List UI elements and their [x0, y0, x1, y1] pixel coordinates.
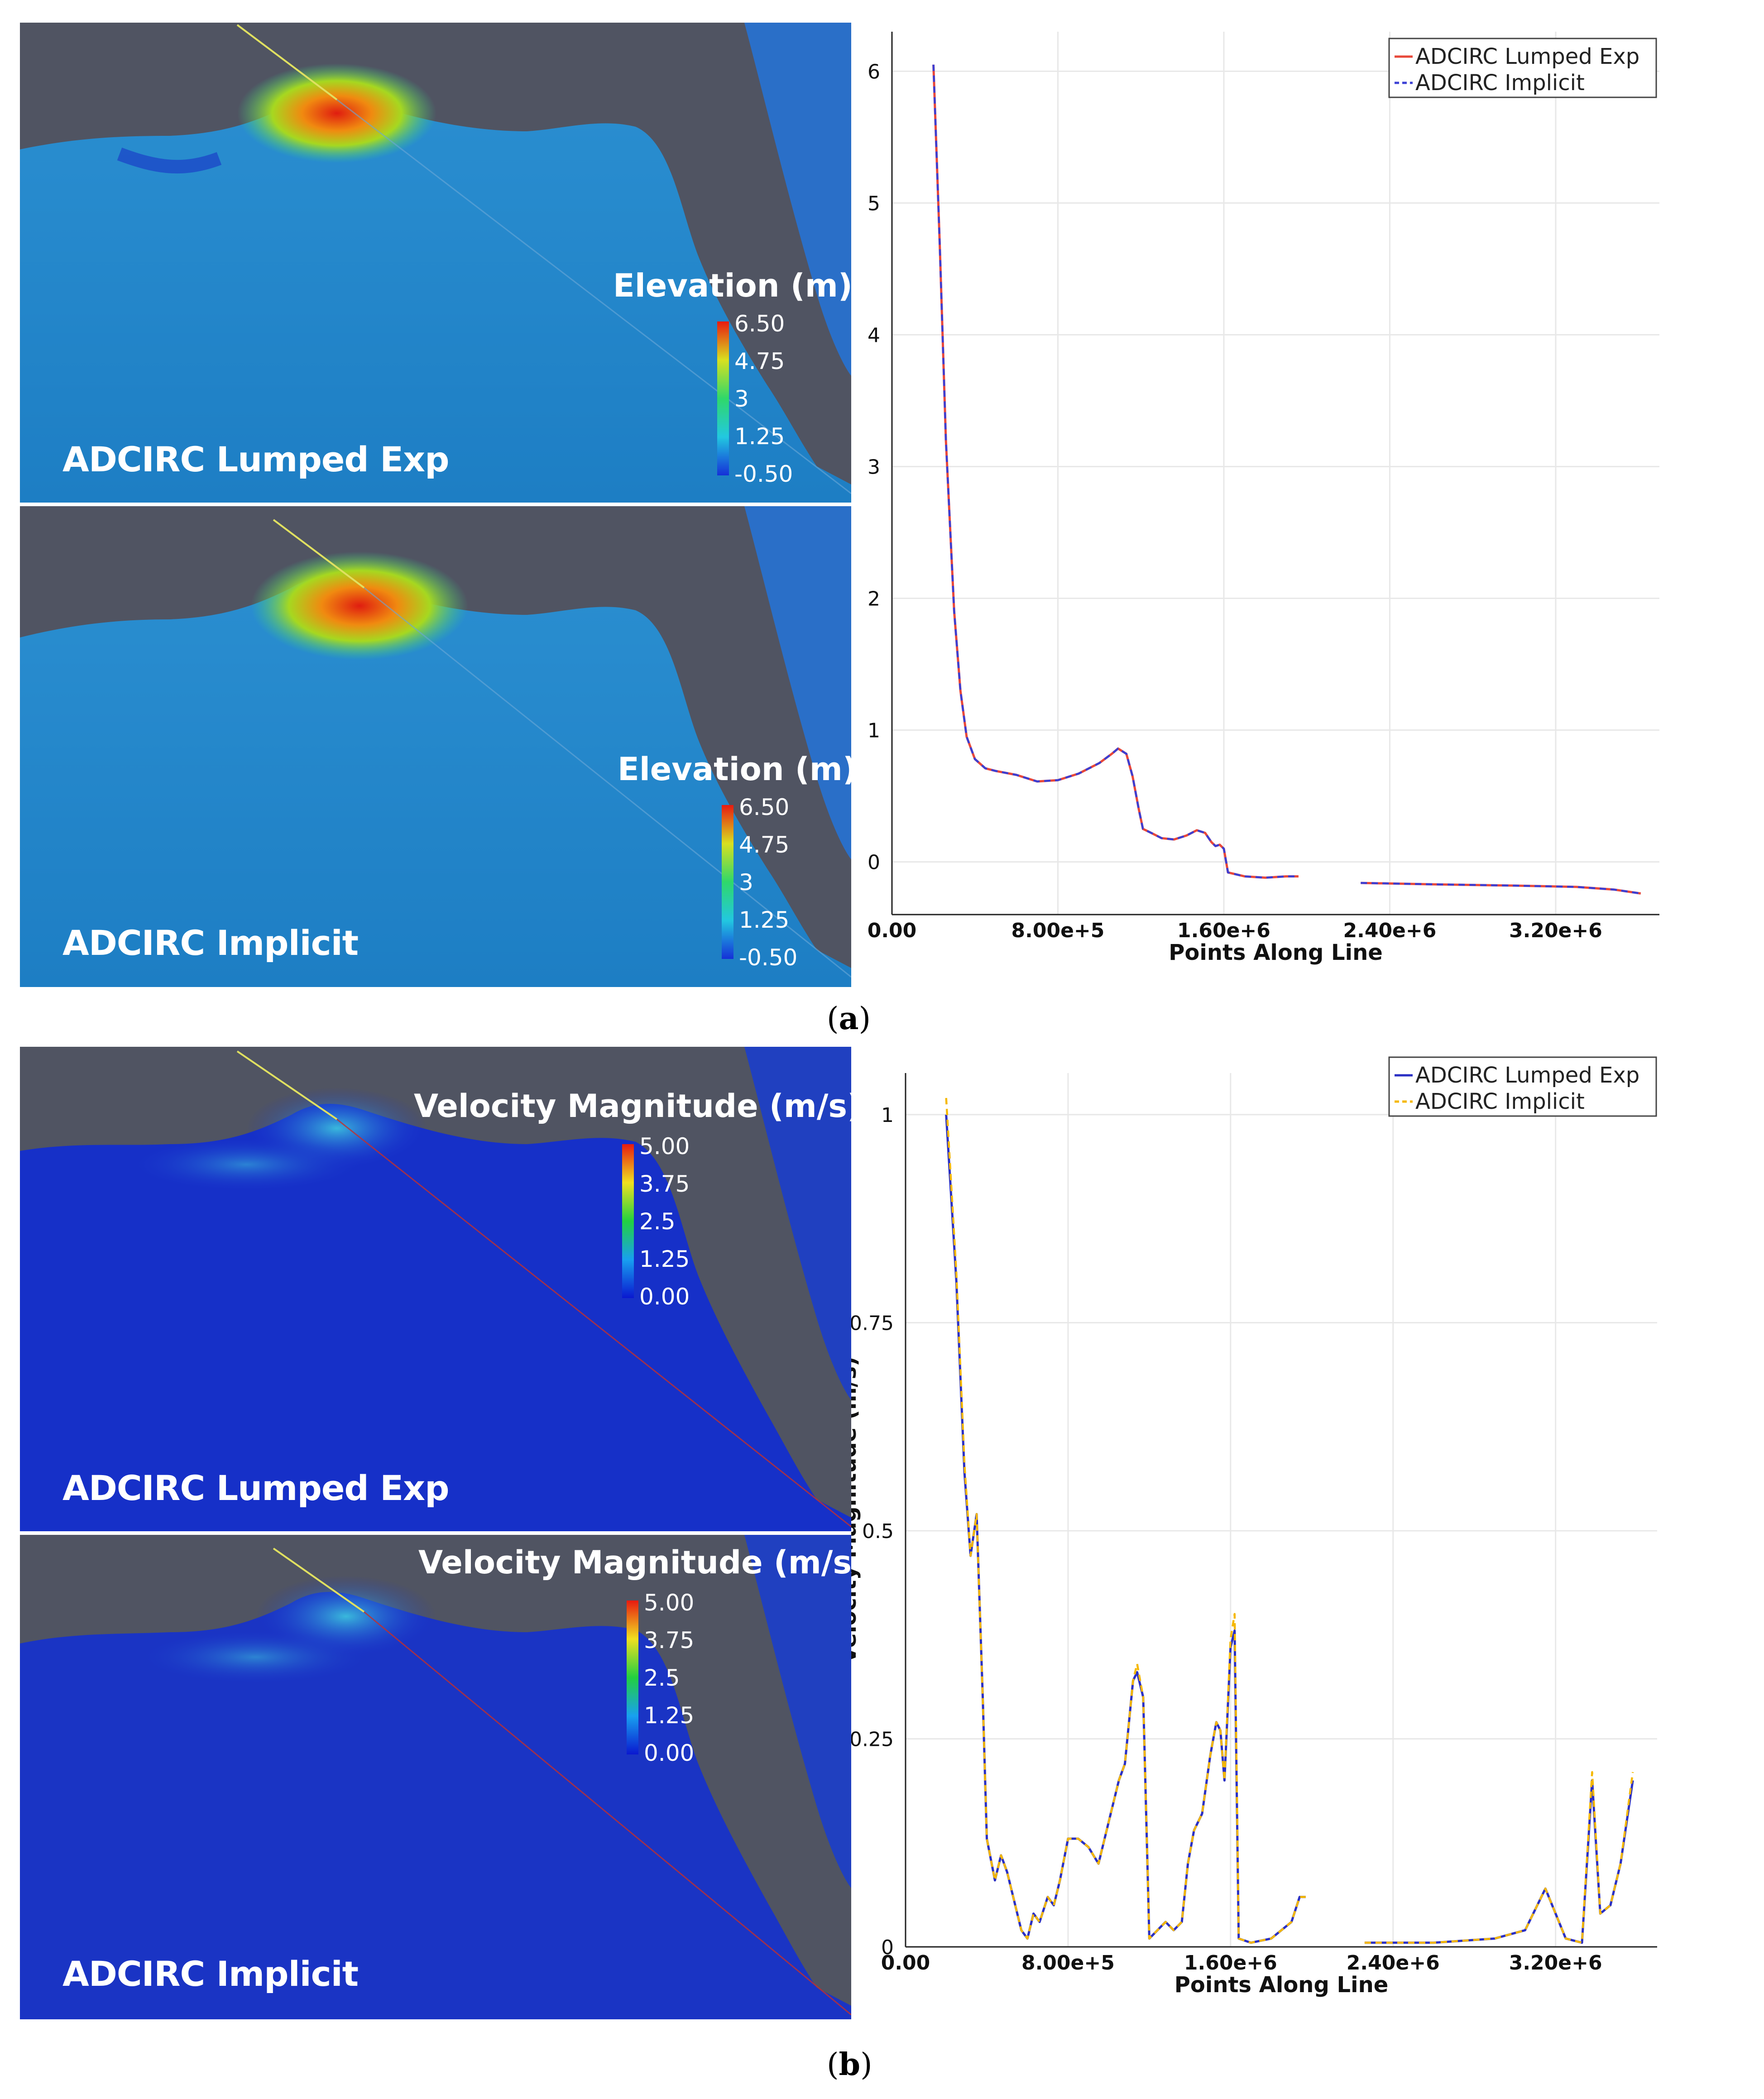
- colorbar-title: Elevation (m): [613, 267, 851, 304]
- legend-box: [1388, 1056, 1657, 1117]
- series-line-lumped-exp: [932, 64, 1299, 879]
- elevation-map-implicit: ADCIRC Implicit Elevation (m) 6.50 4.75 …: [20, 506, 851, 987]
- colorbar-tick: 6.50: [739, 794, 790, 820]
- caption-b-letter: b: [839, 2046, 861, 2083]
- colorbar-tick: -0.50: [739, 944, 798, 971]
- legend-label: ADCIRC Lumped Exp: [1415, 44, 1639, 69]
- velocity-colorbar: [627, 1601, 638, 1754]
- velocity-colorbar: [622, 1144, 634, 1298]
- caption-a: (a): [827, 1001, 871, 1037]
- x-tick-label: 3.20e+6: [1509, 919, 1602, 942]
- y-tick-label: 6: [868, 60, 880, 83]
- series-line-lumped-exp: [1361, 882, 1641, 895]
- velocity-map-lumped: ADCIRC Lumped Exp Velocity Magnitude (m/…: [20, 1047, 851, 1531]
- colorbar-tick: 1.25: [644, 1702, 695, 1729]
- legend-label: ADCIRC Implicit: [1415, 70, 1585, 96]
- legend-label: ADCIRC Implicit: [1415, 1089, 1585, 1114]
- map-label: ADCIRC Implicit: [62, 1954, 359, 1994]
- colorbar-tick: -0.50: [734, 461, 793, 487]
- map-label: ADCIRC Lumped Exp: [62, 439, 450, 479]
- x-tick-label: 0.00: [881, 1951, 930, 1974]
- y-tick-label: 0.5: [862, 1520, 894, 1543]
- x-tick-label: 8.00e+5: [1011, 919, 1105, 942]
- y-tick-label: 2: [868, 587, 880, 610]
- x-tick-label: 0.00: [868, 919, 917, 942]
- x-axis-label: Points Along Line: [1169, 940, 1383, 965]
- y-axis-label: Velocity Magnitude (m/s): [851, 1356, 861, 1663]
- colorbar-tick: 2.5: [639, 1208, 676, 1235]
- colorbar-tick: 0.00: [639, 1284, 690, 1310]
- colorbar-title: Elevation (m): [618, 751, 851, 788]
- series-line-implicit: [1364, 1771, 1634, 1944]
- y-tick-label: 0: [881, 1936, 894, 1959]
- y-tick-label: 0.25: [851, 1728, 894, 1751]
- colorbar-tick: 1.25: [734, 423, 785, 450]
- series-line-implicit: [932, 64, 1299, 879]
- x-tick-label: 1.60e+6: [1177, 919, 1270, 942]
- y-tick-label: 1: [868, 719, 880, 743]
- colorbar-tick: 2.5: [644, 1665, 680, 1691]
- velocity-chart: 0.00 8.00e+5 1.60e+6 2.40e+6 3.20e+6 0 0.25 0.5…: [851, 1056, 1657, 1998]
- y-tick-label: 0: [868, 851, 880, 874]
- elevation-colorbar: [722, 805, 733, 959]
- velocity-map-implicit-image: [20, 1535, 851, 2019]
- colorbar-tick: 3: [739, 869, 753, 896]
- colorbar-tick: 1.25: [639, 1246, 690, 1272]
- series-line-implicit: [945, 1097, 1306, 1944]
- colorbar-tick: 4.75: [734, 348, 785, 374]
- series-line-implicit: [1361, 882, 1641, 895]
- grid: [905, 1073, 1657, 1948]
- velocity-map-lumped-image: [20, 1047, 851, 1531]
- elevation-map-lumped-image: [20, 23, 851, 503]
- colorbar-tick: 3.75: [644, 1627, 695, 1653]
- series-line-lumped-exp: [1364, 1779, 1634, 1944]
- colorbar-tick: 0.00: [644, 1740, 695, 1766]
- elevation-chart: 0.00 8.00e+5 1.60e+6 2.40e+6 3.20e+6 0 1 2 3 4 5 6 P…: [868, 32, 1659, 965]
- x-tick-label: 2.40e+6: [1347, 1951, 1440, 1974]
- elevation-map-implicit-image: [20, 506, 851, 987]
- y-tick-label: 5: [868, 192, 880, 215]
- y-tick-label: 1: [881, 1104, 894, 1127]
- caption-a-letter: a: [839, 1001, 859, 1037]
- colorbar-tick: 6.50: [734, 311, 785, 337]
- legend-label: ADCIRC Lumped Exp: [1415, 1063, 1639, 1088]
- series-line-lumped-exp: [945, 1114, 1306, 1944]
- x-axis-label: Points Along Line: [1174, 1972, 1389, 1998]
- legend-box: [1388, 38, 1657, 98]
- map-label: ADCIRC Lumped Exp: [62, 1468, 450, 1508]
- y-tick-label: 0.75: [851, 1312, 894, 1335]
- colorbar-tick: 5.00: [639, 1133, 690, 1160]
- elevation-map-lumped: ADCIRC Lumped Exp Elevation (m) 6.50 4.7…: [20, 23, 851, 503]
- x-tick-label: 8.00e+5: [1021, 1951, 1115, 1974]
- x-tick-label: 2.40e+6: [1343, 919, 1437, 942]
- y-tick-label: 3: [868, 455, 880, 479]
- colorbar-title: Velocity Magnitude (m/s): [414, 1088, 851, 1125]
- map-label: ADCIRC Implicit: [62, 923, 359, 963]
- caption-b: (b): [827, 2046, 872, 2083]
- y-tick-label: 4: [868, 324, 880, 347]
- colorbar-tick: 3.75: [639, 1171, 690, 1197]
- colorbar-tick: 3: [734, 386, 749, 412]
- colorbar-tick: 1.25: [739, 907, 790, 933]
- x-tick-label: 3.20e+6: [1509, 1951, 1602, 1974]
- colorbar-tick: 4.75: [739, 832, 790, 858]
- x-tick-label: 1.60e+6: [1184, 1951, 1277, 1974]
- elevation-colorbar: [717, 321, 729, 475]
- velocity-map-implicit: ADCIRC Implicit Velocity Magnitude (m/s)…: [20, 1535, 851, 2019]
- grid: [891, 32, 1659, 915]
- colorbar-title: Velocity Magnitude (m/s): [418, 1544, 851, 1581]
- colorbar-tick: 5.00: [644, 1590, 695, 1616]
